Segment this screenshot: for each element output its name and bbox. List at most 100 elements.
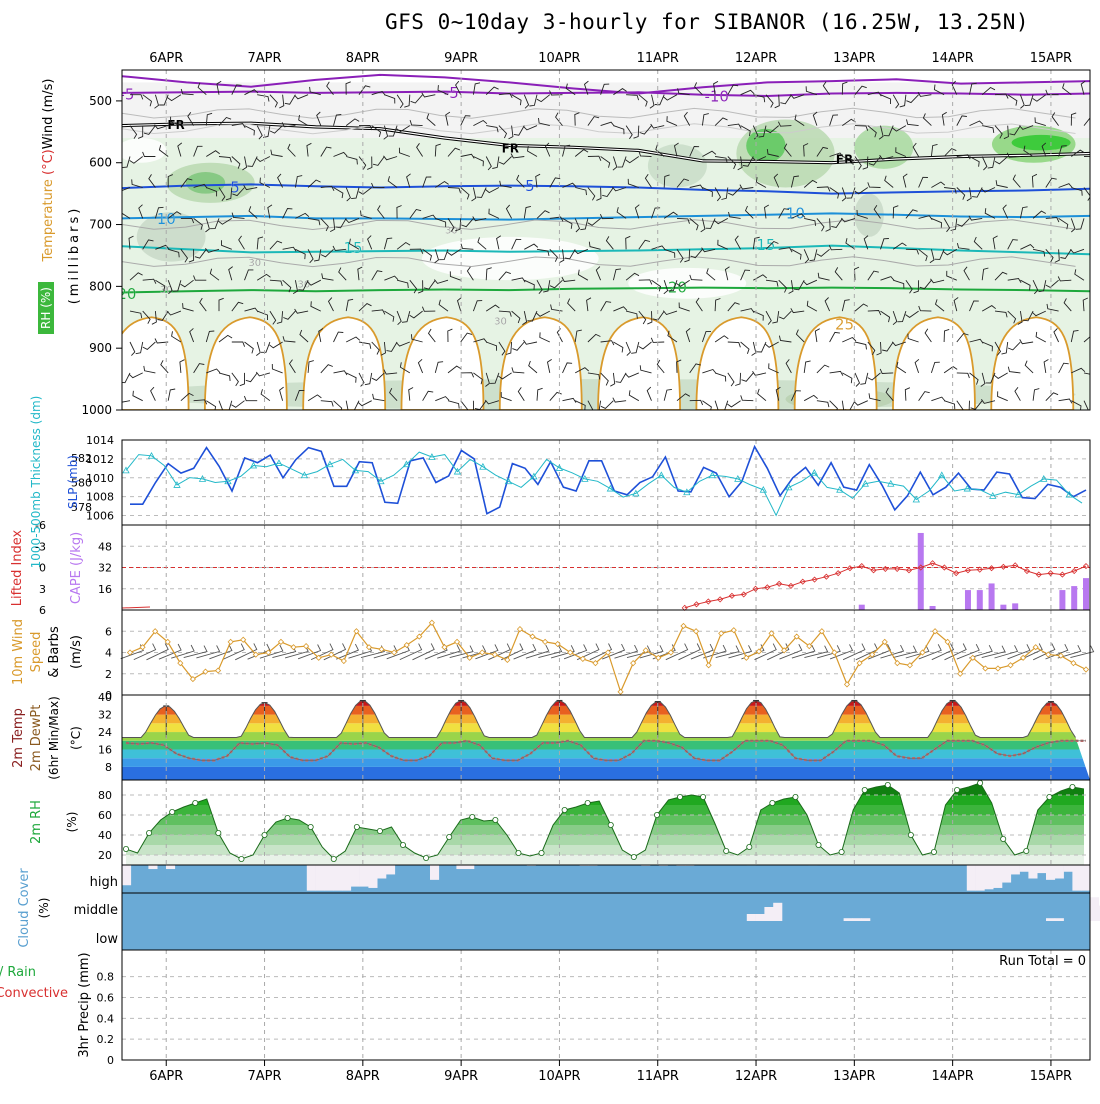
wind-barb — [1058, 183, 1073, 188]
wind-barb — [498, 341, 506, 356]
wind-barb — [918, 305, 932, 312]
wind-speed-marker — [969, 654, 976, 661]
rh-marker — [123, 846, 130, 853]
wind-barb — [256, 341, 261, 356]
wind-barb — [956, 242, 970, 250]
lifted-index-tick-label: -6 — [35, 519, 46, 532]
wind-barb — [882, 341, 894, 352]
rh-marker — [954, 787, 961, 794]
wind-barb — [538, 117, 550, 127]
rh-marker — [977, 780, 984, 787]
wind-barb — [727, 341, 741, 348]
chart-title: GFS 0~10day 3-hourly for SIBANOR (16.25W… — [385, 10, 1030, 34]
wind-barb — [752, 236, 760, 250]
high-cloud-gap — [984, 865, 994, 890]
wind-speed-marker — [1007, 662, 1014, 669]
wind-barb — [269, 310, 277, 325]
high-cloud-gap — [122, 865, 132, 886]
rh-marker — [538, 850, 545, 857]
wind-speed-marker — [1070, 660, 1077, 667]
wind-barb — [472, 82, 481, 95]
wind-barb — [332, 245, 347, 251]
wind-speed-marker — [1057, 652, 1064, 659]
wind-speed-marker — [906, 662, 913, 669]
wind-barb — [396, 205, 402, 219]
rh-marker — [330, 856, 337, 863]
wind-barb — [142, 151, 156, 157]
wind-barb — [288, 359, 296, 374]
thickness-marker — [1065, 490, 1073, 498]
middle-cloud-gap — [843, 918, 853, 921]
wind-barb — [677, 88, 690, 96]
cloud-level-label: middle — [74, 903, 118, 918]
wind-barb — [473, 156, 484, 167]
lifted-index-marker — [964, 567, 972, 574]
wind-barb — [284, 94, 296, 105]
rh-marker — [584, 800, 591, 807]
high-cloud-gap — [148, 865, 158, 870]
wind-barb — [892, 310, 898, 326]
rh-marker — [261, 832, 268, 839]
wind-barb — [981, 267, 989, 281]
wind-barb — [651, 279, 662, 292]
wind-barb — [527, 146, 538, 157]
wind-barb — [689, 363, 701, 374]
wind-barb — [417, 280, 424, 294]
rh-marker — [861, 787, 868, 794]
wind-barb — [981, 86, 996, 96]
rh-marker — [146, 830, 153, 837]
wind-barb — [231, 84, 242, 95]
rh-contour-line — [122, 219, 1076, 231]
wind-speed-marker — [667, 649, 674, 656]
wind-barb — [624, 372, 639, 378]
boundary-layer-contour — [597, 316, 681, 410]
high-cloud-gap — [975, 865, 985, 891]
wind-barb — [1032, 280, 1039, 295]
wind-speed-marker — [328, 651, 335, 658]
wind-barb — [257, 310, 268, 320]
wind-barb — [308, 217, 321, 226]
isotherm-label: FR — [836, 152, 853, 166]
wind-barb — [257, 94, 270, 102]
top-date-label: 12APR — [735, 51, 777, 66]
wind-barb — [899, 94, 907, 108]
wind-barb — [1020, 244, 1035, 250]
cape-bar — [917, 532, 924, 610]
wind-barb — [701, 113, 709, 126]
wind-barb — [956, 372, 970, 379]
lifted-index-tick-label: 0 — [39, 562, 46, 575]
wind-barb — [182, 303, 194, 312]
wind-barb — [242, 156, 248, 171]
wind-barb — [790, 175, 799, 188]
wind-barb — [586, 297, 592, 312]
wind-barb — [295, 212, 310, 219]
wind-barb — [193, 275, 207, 281]
surface-wind-barb — [728, 645, 753, 659]
rh-tick-label: 40 — [98, 829, 112, 842]
wind-barb — [969, 156, 980, 167]
wind-barb — [1002, 204, 1009, 219]
surface-wind-barb — [690, 643, 714, 660]
wind-barb — [598, 400, 602, 410]
wind-barb — [318, 328, 324, 343]
wind-barb — [587, 218, 601, 226]
wind-barb — [765, 279, 779, 287]
wind-barb — [372, 393, 385, 402]
middle-cloud-gap — [861, 918, 871, 921]
wind-barb — [957, 218, 970, 227]
wind-barb — [575, 187, 587, 196]
surface-wind-barb — [589, 643, 613, 661]
wind-barb — [638, 310, 647, 325]
wind-barb — [646, 386, 652, 401]
wind-barb — [512, 341, 525, 351]
wind-barb — [364, 372, 373, 386]
wind-barb — [232, 187, 245, 197]
wind-barb — [853, 400, 868, 406]
wind-barb — [803, 143, 809, 157]
wind-barb — [472, 300, 483, 312]
wind-barb — [613, 341, 624, 353]
wind-barb — [663, 174, 670, 188]
wind-barb — [1007, 341, 1021, 351]
thickness-marker — [122, 466, 130, 474]
wind-barb — [892, 205, 899, 219]
